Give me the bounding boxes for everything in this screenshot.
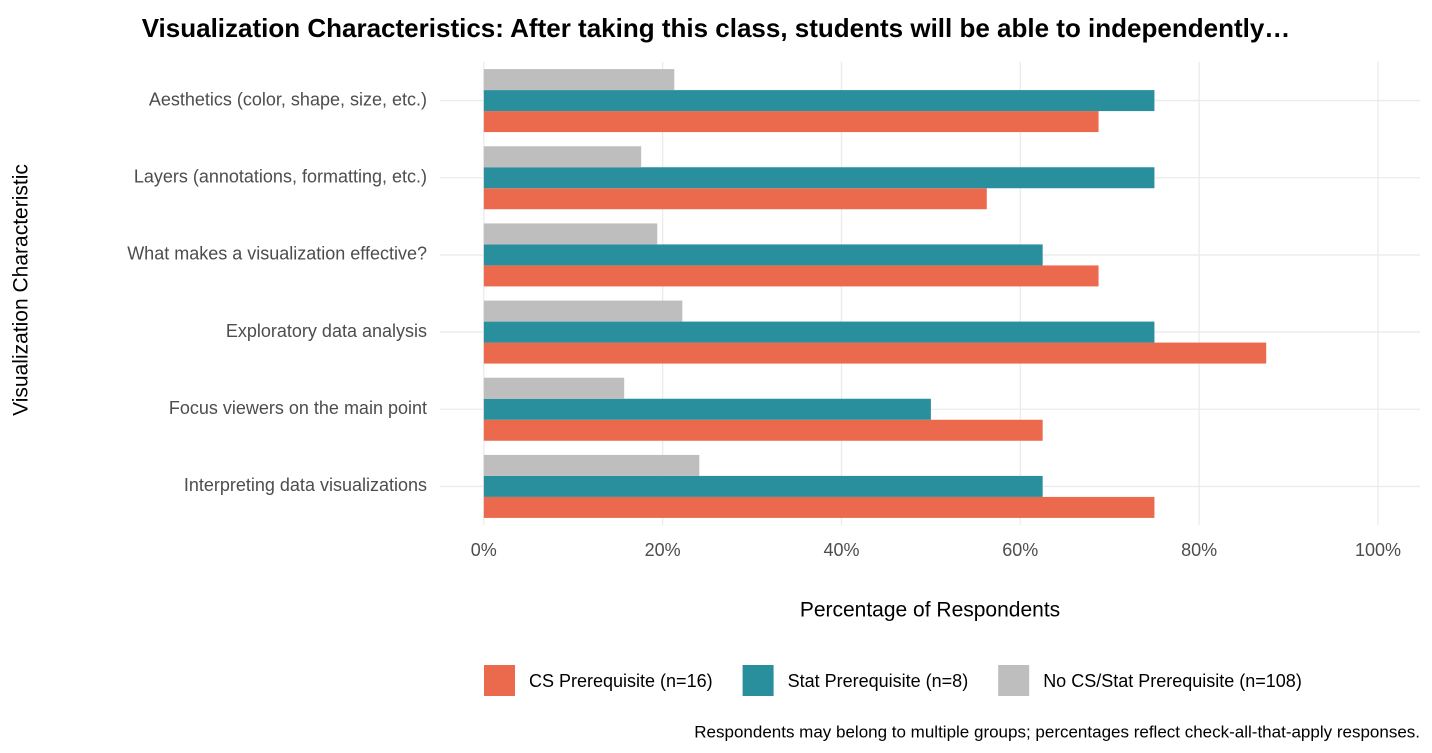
- bar: [483, 321, 1155, 343]
- bar: [483, 146, 642, 168]
- bar: [483, 496, 1155, 518]
- y-tick-label: Interpreting data visualizations: [184, 475, 427, 495]
- bar: [483, 111, 1099, 133]
- bar: [483, 419, 1043, 441]
- legend-label: Stat Prerequisite (n=8): [788, 671, 969, 691]
- y-tick-label: What makes a visualization effective?: [127, 244, 427, 264]
- chart-title: Visualization Characteristics: After tak…: [142, 13, 1291, 43]
- bar: [483, 188, 987, 210]
- x-tick-label: 60%: [1002, 540, 1038, 560]
- y-tick-label: Layers (annotations, formatting, etc.): [134, 167, 427, 187]
- x-tick-label: 0%: [471, 540, 497, 560]
- bar: [483, 300, 683, 322]
- legend-label: CS Prerequisite (n=16): [529, 671, 713, 691]
- bar: [483, 90, 1155, 112]
- y-tick-label: Focus viewers on the main point: [169, 398, 427, 418]
- bar: [483, 244, 1043, 266]
- x-tick-label: 20%: [645, 540, 681, 560]
- x-tick-label: 80%: [1181, 540, 1217, 560]
- y-tick-label: Exploratory data analysis: [226, 321, 427, 341]
- bar: [483, 265, 1099, 287]
- bar: [483, 475, 1043, 497]
- legend-swatch: [484, 665, 515, 696]
- y-tick-label: Aesthetics (color, shape, size, etc.): [149, 89, 427, 109]
- legend-swatch: [998, 665, 1030, 696]
- bar: [483, 342, 1267, 364]
- bar: [483, 167, 1155, 189]
- x-axis-title: Percentage of Respondents: [800, 599, 1060, 622]
- bar: [483, 398, 931, 420]
- x-tick-label: 100%: [1355, 540, 1401, 560]
- legend-swatch: [742, 665, 774, 696]
- x-tick-label: 40%: [823, 540, 859, 560]
- legend-label: No CS/Stat Prerequisite (n=108): [1043, 671, 1302, 691]
- bar: [483, 223, 658, 245]
- bar: [483, 454, 700, 476]
- bar: [483, 377, 625, 399]
- caption: Respondents may belong to multiple group…: [694, 722, 1420, 741]
- y-axis-title: Visualization Characteristic: [10, 164, 33, 416]
- bar: [483, 69, 675, 91]
